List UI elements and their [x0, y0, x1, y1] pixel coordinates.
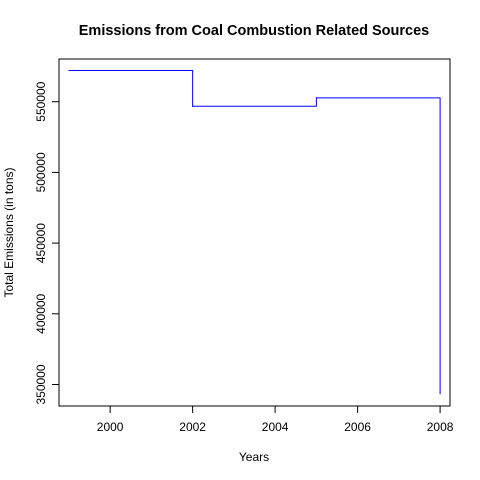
x-tick-label: 2000 — [97, 420, 124, 434]
y-axis-label: Total Emissions (in tons) — [2, 167, 16, 297]
plot-frame — [58, 58, 451, 407]
series-line — [68, 69, 441, 394]
data-point — [192, 105, 194, 107]
y-tick-label: 400000 — [34, 293, 48, 333]
x-axis-label: Years — [239, 450, 269, 464]
series-layer — [68, 69, 441, 395]
chart-title: Emissions from Coal Combustion Related S… — [79, 23, 430, 39]
x-axis: 2000 2002 2004 2006 2008 — [97, 406, 454, 434]
y-axis: 350000 400000 450000 500000 550000 — [34, 81, 59, 405]
data-point — [315, 97, 317, 99]
x-tick-label: 2006 — [344, 420, 371, 434]
data-point — [439, 393, 441, 395]
data-point — [68, 69, 70, 71]
y-tick-label: 500000 — [34, 152, 48, 192]
y-tick-label: 450000 — [34, 223, 48, 263]
x-tick-label: 2002 — [179, 420, 206, 434]
y-tick-label: 550000 — [34, 81, 48, 121]
x-tick-label: 2008 — [427, 420, 454, 434]
y-tick-label: 350000 — [34, 364, 48, 404]
x-tick-label: 2004 — [262, 420, 289, 434]
